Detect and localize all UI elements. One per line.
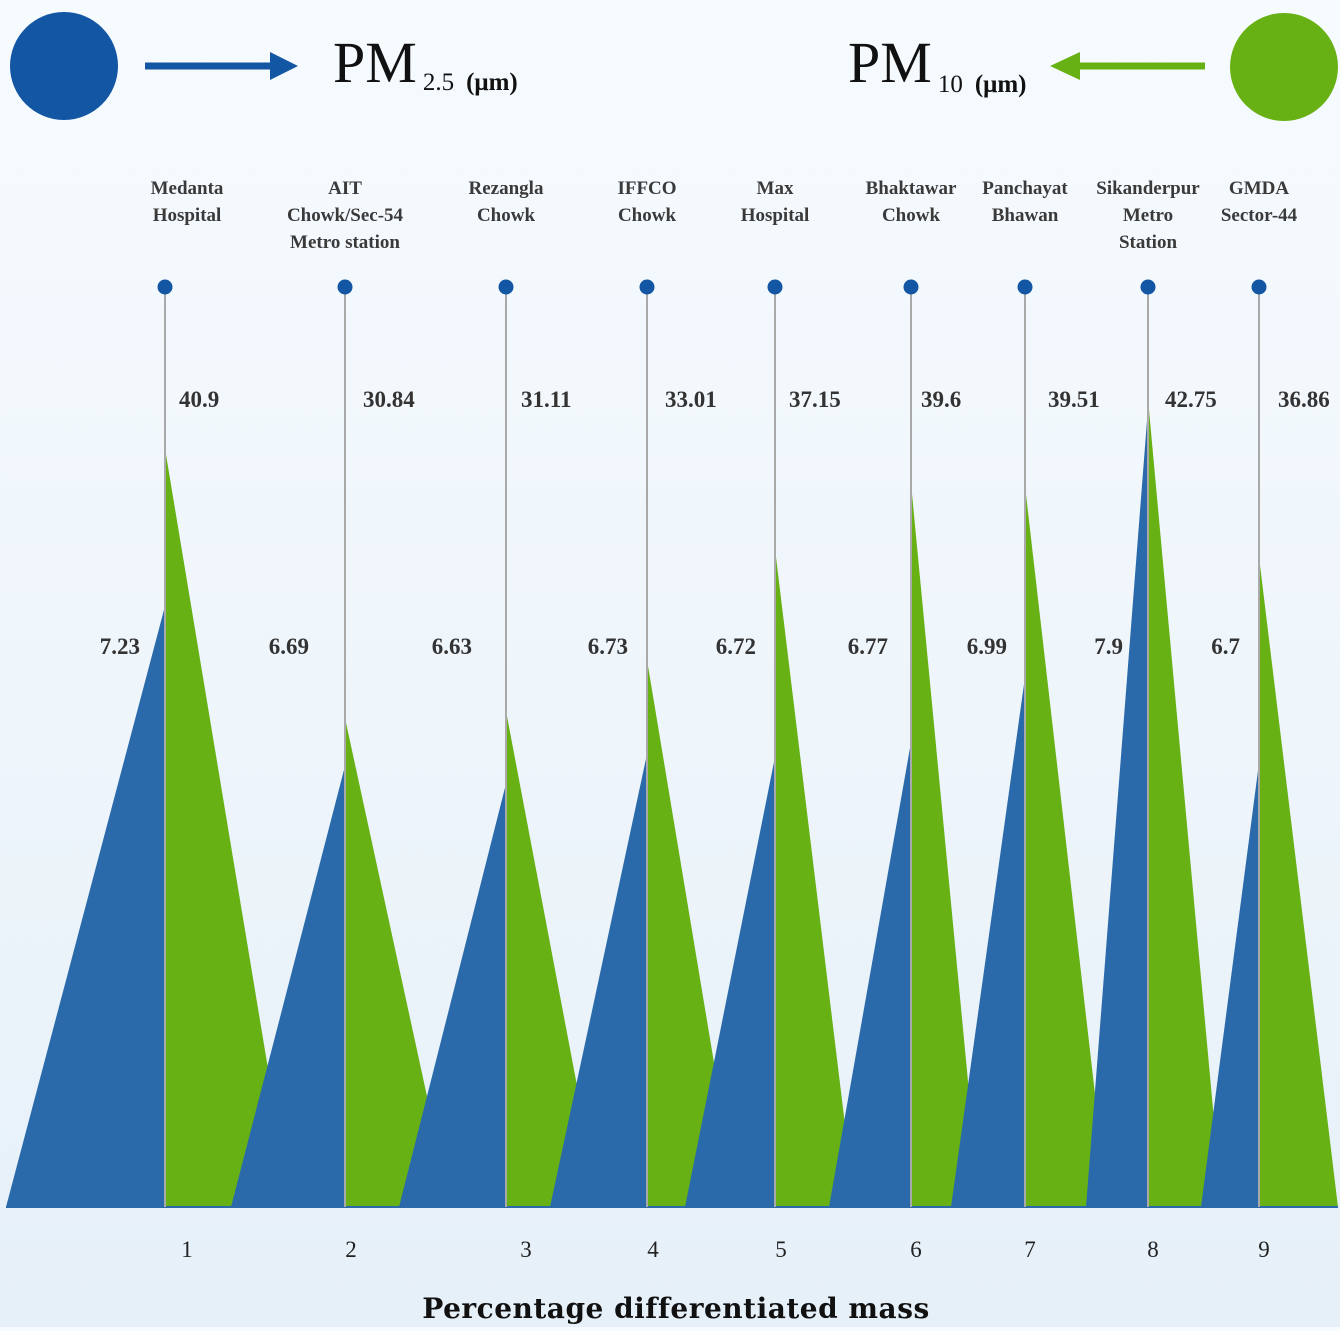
pm25-legend-main: PM — [333, 30, 417, 95]
pm25-triangle — [685, 757, 775, 1207]
pm10-triangle — [911, 483, 980, 1207]
pm10-data-label: 36.86 — [1278, 387, 1330, 412]
x-tick-label: 5 — [775, 1237, 787, 1262]
location-label: AIT Chowk/Sec-54 Metro station — [287, 178, 404, 253]
pm25-data-label: 6.99 — [967, 634, 1007, 659]
pm10-legend-dot — [1230, 13, 1338, 121]
x-tick-label: 2 — [345, 1237, 357, 1262]
location-dot — [767, 279, 783, 295]
arrow-right-icon — [145, 52, 298, 80]
location-dot — [639, 279, 655, 295]
x-tick-label: 8 — [1147, 1237, 1159, 1262]
pm25-data-label: 7.23 — [100, 634, 140, 659]
pm10-triangle — [1148, 398, 1222, 1208]
pm25-data-label: 7.9 — [1094, 634, 1123, 659]
x-tick-label: 9 — [1258, 1237, 1270, 1262]
pm10-legend-sub: 10 — [938, 71, 963, 98]
legend: PM 2.5 (μm) PM 10 (μm) — [10, 12, 1338, 121]
x-tick-label: 1 — [181, 1237, 193, 1262]
pm25-legend-unit: (μm) — [466, 69, 518, 96]
arrow-left-icon — [1050, 52, 1205, 80]
x-tick-label: 7 — [1024, 1237, 1036, 1262]
location-label: Sikanderpur Metro Station — [1096, 178, 1200, 253]
location-label: Max Hospital — [741, 178, 810, 226]
chart-marks — [6, 279, 1338, 1208]
x-axis-label: Percentage differentiated mass — [422, 1292, 929, 1325]
pm25-data-label: 6.73 — [588, 634, 628, 659]
pm10-legend-label: PM 10 (μm) — [848, 30, 1026, 98]
pm10-triangle — [775, 549, 855, 1207]
pm25-triangle — [951, 677, 1025, 1207]
location-label: IFFCO Chowk — [617, 178, 676, 226]
pm10-data-label: 39.6 — [921, 387, 961, 412]
pm25-legend-sub: 2.5 — [423, 69, 454, 96]
pm25-legend-dot — [10, 12, 118, 120]
x-tick-label: 4 — [647, 1237, 659, 1262]
pm25-data-label: 6.72 — [716, 634, 756, 659]
location-label: Panchayat Bhawan — [982, 178, 1068, 226]
pm25-triangle — [6, 606, 165, 1207]
location-dot — [157, 279, 173, 295]
pm25-triangle — [829, 742, 911, 1207]
location-dot — [1017, 279, 1033, 295]
pm25-data-label: 6.63 — [432, 634, 472, 659]
pm10-data-label: 33.01 — [665, 387, 717, 412]
pm10-triangle — [165, 448, 291, 1207]
location-dot — [498, 279, 514, 295]
pm25-data-label: 6.69 — [269, 634, 309, 659]
pm10-triangle — [506, 710, 600, 1207]
pm25-legend-label: PM 2.5 (μm) — [333, 30, 518, 96]
pm25-triangle — [1086, 407, 1148, 1207]
pm10-data-label: 39.51 — [1048, 387, 1100, 412]
pm25-triangle — [399, 783, 506, 1207]
pm10-legend-unit: (μm) — [975, 71, 1027, 98]
pm25-triangle — [550, 754, 647, 1207]
location-label: Bhaktawar Chowk — [866, 178, 957, 226]
pm10-data-label: 37.15 — [789, 387, 841, 412]
pm10-triangle — [345, 718, 451, 1207]
pm25-triangle — [231, 765, 345, 1207]
pm10-legend-main: PM — [848, 30, 932, 95]
location-dot — [337, 279, 353, 295]
pm25-data-label: 6.77 — [848, 634, 888, 659]
pm10-data-label: 40.9 — [179, 387, 219, 412]
location-dot — [1251, 279, 1267, 295]
location-dot — [903, 279, 919, 295]
x-tick-label: 6 — [910, 1237, 922, 1262]
pm10-triangle — [1259, 556, 1338, 1207]
pm25-triangle — [1201, 763, 1259, 1207]
chart-labels: Medanta Hospital AIT Chowk/Sec-54 Metro stat… — [100, 178, 1330, 1262]
location-label: Medanta Hospital — [151, 178, 224, 226]
pm10-data-label: 31.11 — [521, 387, 571, 412]
location-label: Rezangla Chowk — [469, 178, 544, 226]
pm25-data-label: 6.7 — [1211, 634, 1240, 659]
location-label: GMDA Sector-44 — [1221, 178, 1298, 226]
pm10-data-label: 42.75 — [1165, 387, 1217, 412]
pm10-data-label: 30.84 — [363, 387, 415, 412]
pm10-triangle — [1025, 485, 1108, 1207]
location-dot — [1140, 279, 1156, 295]
x-tick-label: 3 — [520, 1237, 532, 1262]
